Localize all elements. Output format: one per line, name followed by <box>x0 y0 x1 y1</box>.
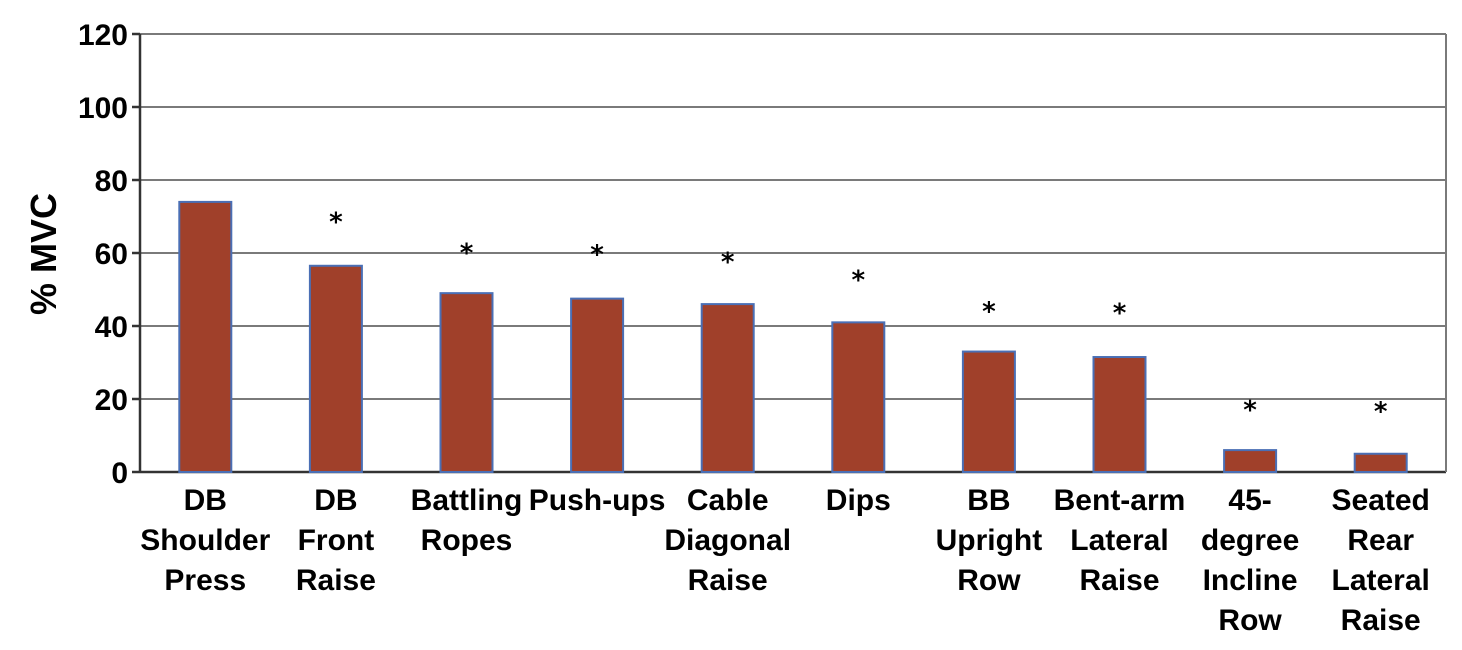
y-tick-label: 80 <box>95 165 128 198</box>
x-category-label: Front <box>298 524 375 557</box>
x-category-label: Ropes <box>421 524 513 557</box>
x-category-label: degree <box>1201 524 1299 557</box>
significance-markers: * * * * * * * * * <box>329 207 1388 427</box>
x-category-label: Press <box>164 564 246 597</box>
bar <box>700 303 755 473</box>
significance-marker: * <box>590 240 604 270</box>
x-category-label: Shoulder <box>140 524 270 557</box>
x-category-label: DB <box>314 484 357 517</box>
x-category-label: Diagonal <box>664 524 791 557</box>
significance-marker: * <box>982 297 996 327</box>
x-category-label: Cable <box>687 484 769 517</box>
x-category-label: Raise <box>296 564 376 597</box>
x-category-label: Raise <box>1079 564 1159 597</box>
x-category-label: Push-ups <box>529 484 666 517</box>
y-tick-label: 100 <box>78 92 128 125</box>
y-tick-label: 120 <box>78 19 128 52</box>
bar <box>570 297 625 473</box>
bar <box>1092 356 1147 473</box>
bar <box>961 350 1016 473</box>
x-category-label: Rear <box>1347 524 1414 557</box>
x-category-label: Lateral <box>1332 564 1430 597</box>
x-category-label: Raise <box>688 564 768 597</box>
significance-marker: * <box>1113 299 1127 329</box>
x-category-label: Battling <box>411 484 523 517</box>
x-category-label: Bent-arm <box>1054 484 1186 517</box>
x-category-label: Row <box>1218 604 1282 637</box>
x-category-label: Row <box>957 564 1021 597</box>
x-category-label: Lateral <box>1070 524 1168 557</box>
bar <box>439 292 494 473</box>
y-tick-label: 0 <box>111 457 128 490</box>
y-tick-label: 40 <box>95 311 128 344</box>
bar <box>1223 449 1278 474</box>
significance-marker: * <box>329 207 343 237</box>
significance-marker: * <box>1374 397 1388 427</box>
y-tick-label: 60 <box>95 238 128 271</box>
significance-marker: * <box>1243 395 1257 425</box>
bar <box>831 321 886 473</box>
x-category-label: BB <box>967 484 1010 517</box>
y-axis-title: % MVC <box>23 193 64 315</box>
y-tick-labels: 0 20 40 60 80 100 120 <box>78 19 128 490</box>
significance-marker: * <box>721 247 735 277</box>
bar <box>308 264 363 473</box>
bars <box>178 200 1408 474</box>
x-category-label: Incline <box>1203 564 1298 597</box>
x-category-label: 45- <box>1228 484 1271 517</box>
x-category-labels: DB Shoulder Press DB Front Raise Battling Ropes… <box>140 484 1430 637</box>
x-category-label: Dips <box>826 484 891 517</box>
x-category-label: Raise <box>1341 604 1421 637</box>
x-category-label: Seated <box>1332 484 1430 517</box>
significance-marker: * <box>460 238 474 268</box>
y-tick-label: 20 <box>95 384 128 417</box>
significance-marker: * <box>851 266 865 296</box>
x-category-label: DB <box>184 484 227 517</box>
bar <box>1353 452 1408 473</box>
x-category-label: Upright <box>936 524 1043 557</box>
bar <box>178 200 233 473</box>
